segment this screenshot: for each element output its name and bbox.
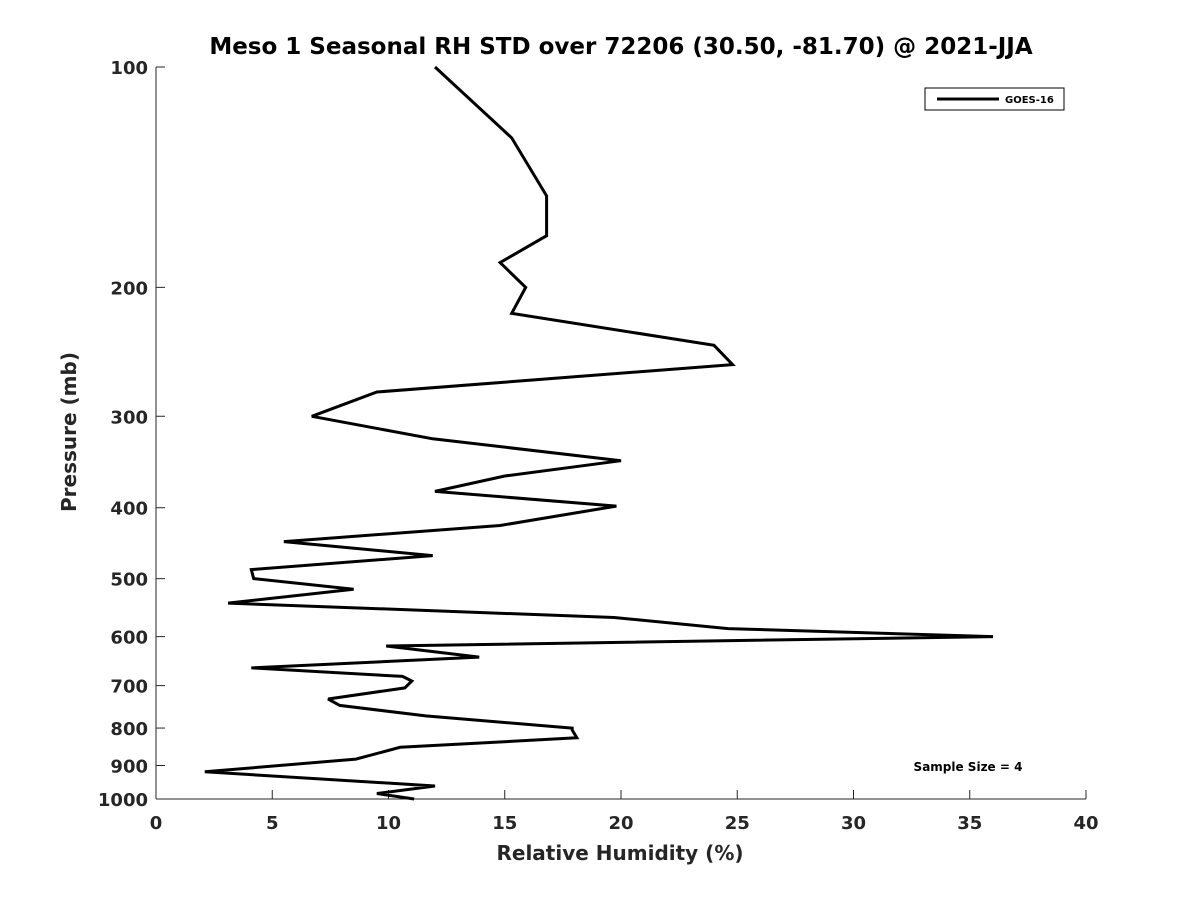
x-tick-label: 0	[150, 813, 163, 834]
x-tick-label: 10	[376, 813, 401, 834]
y-tick-label: 900	[110, 757, 148, 778]
y-tick-label: 1000	[98, 790, 148, 811]
y-tick-label: 400	[110, 499, 148, 520]
y-tick-label: 200	[110, 278, 148, 299]
y-tick-label: 600	[110, 628, 148, 649]
sample-size-annotation: Sample Size = 4	[914, 760, 1023, 774]
x-tick-label: 15	[492, 813, 517, 834]
axes: 0 5 10 15 20 25 30 35 40 100 200 300 400 500 600 700 800…	[98, 58, 1099, 834]
x-tick-label: 30	[841, 813, 866, 834]
chart-title: Meso 1 Seasonal RH STD over 72206 (30.50…	[209, 34, 1033, 60]
x-tick-label: 35	[957, 813, 982, 834]
legend-entry-goes-16: GOES-16	[1005, 95, 1054, 106]
x-tick-label: 25	[725, 813, 750, 834]
y-tick-label: 800	[110, 719, 148, 740]
y-tick-label: 500	[110, 570, 148, 591]
plot-lines	[204, 65, 994, 801]
y-axis-label: Pressure (mb)	[57, 352, 81, 512]
x-axis-label: Relative Humidity (%)	[496, 841, 743, 865]
series-line-goes-16	[204, 65, 994, 801]
legend: GOES-16	[924, 87, 1065, 111]
x-tick-label: 20	[608, 813, 633, 834]
y-tick-label: 300	[110, 407, 148, 428]
y-tick-label: 100	[110, 58, 148, 79]
x-tick-label: 40	[1073, 813, 1098, 834]
x-tick-label: 5	[266, 813, 279, 834]
y-tick-label: 700	[110, 677, 148, 698]
